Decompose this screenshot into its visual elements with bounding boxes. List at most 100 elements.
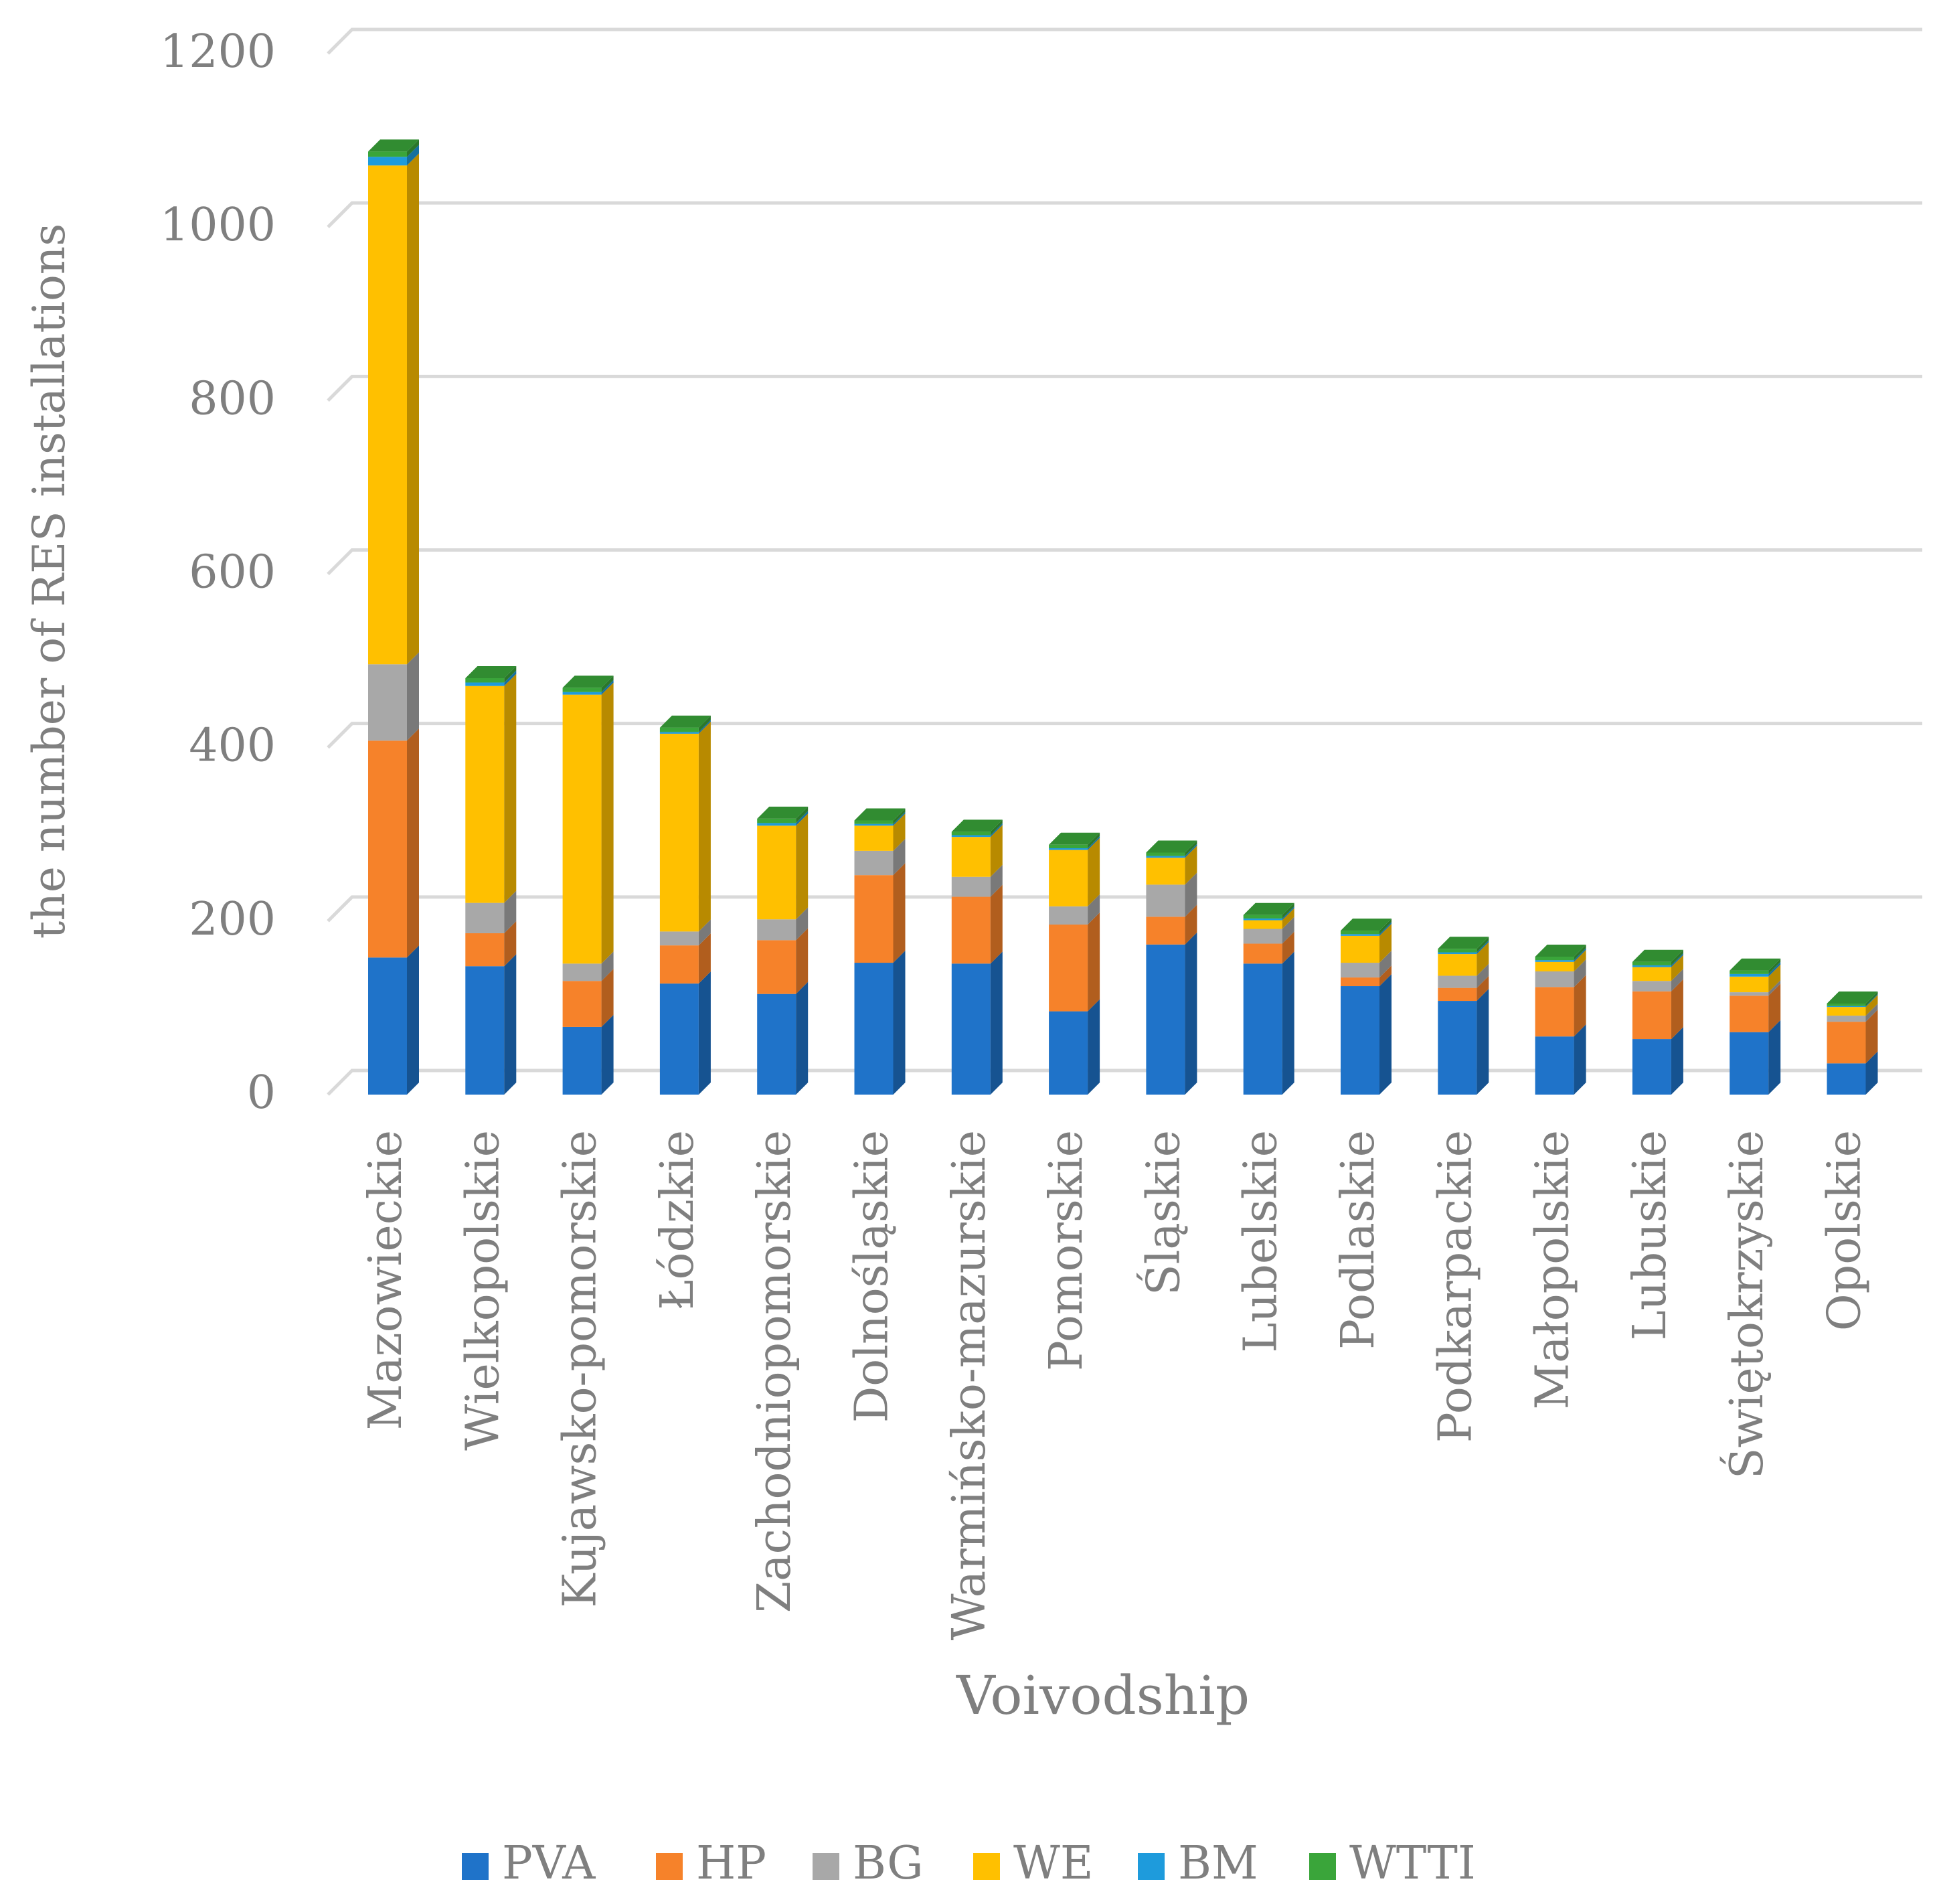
bar-segment-bg <box>1049 906 1088 925</box>
bar-side-hp <box>893 863 906 963</box>
bar-stack <box>368 139 419 1095</box>
bar-segment-bm <box>1243 918 1282 921</box>
x-axis-label: Voivodship <box>956 1664 1250 1727</box>
legend-item: BG <box>813 1837 924 1890</box>
bar-segment-bm <box>368 157 407 166</box>
bar-segment-hp <box>1535 987 1574 1037</box>
bar-segment-bm <box>562 692 602 695</box>
bar-side-hp <box>990 884 1003 964</box>
bar-side-bm <box>1088 836 1100 850</box>
bar-side-hp <box>1574 975 1586 1037</box>
bar-side-hp <box>698 933 711 984</box>
bar-side-bg <box>698 919 711 946</box>
bar-segment-bg <box>1243 929 1282 944</box>
bar-side-bg <box>1477 963 1489 988</box>
bar-top <box>951 819 1003 832</box>
bar-side-wtti <box>1768 958 1781 974</box>
bar-segment-we <box>659 733 699 932</box>
bar-side-wtti <box>504 666 517 683</box>
bar-side-hp <box>1768 983 1781 1032</box>
bar-side-hp <box>504 921 517 967</box>
bar-segment-pva <box>1438 1001 1477 1095</box>
bar-side-hp <box>796 928 809 994</box>
bar-side-bm <box>1768 961 1781 977</box>
bar-side-we <box>1282 908 1294 929</box>
bar-side-pva <box>893 951 906 1095</box>
bar-side-bm <box>796 811 809 826</box>
bar-segment-we <box>1049 850 1088 906</box>
y-tick-label: 1000 <box>160 199 276 252</box>
bar-segment-pva <box>1632 1039 1671 1095</box>
bar-side-we <box>1865 995 1878 1016</box>
bar-stack <box>1438 937 1489 1095</box>
bar-segment-wtti <box>368 151 407 157</box>
bar-segment-bm <box>1049 848 1088 850</box>
bar-segment-wtti <box>1730 970 1769 974</box>
bar-side-we <box>1379 923 1392 963</box>
bar-segment-wtti <box>465 678 505 683</box>
bar-side-bg <box>504 890 517 933</box>
bar-side-bm <box>990 823 1003 838</box>
bar-segment-hp <box>465 933 505 967</box>
bar-segment-we <box>1730 976 1769 993</box>
bar-side-we <box>1671 955 1683 981</box>
bar-segment-hp <box>1730 996 1769 1032</box>
bar-stack <box>1243 902 1294 1095</box>
bar-segment-wtti <box>659 727 699 732</box>
bar-side-bg <box>1865 1004 1878 1022</box>
x-tick-label: Podkarpackie <box>1429 1130 1482 1443</box>
bar-side-we <box>504 673 517 903</box>
y-axis-label: the number of RES installations <box>23 224 75 939</box>
bar-side-pva <box>990 951 1003 1095</box>
bar-segment-we <box>1535 961 1574 971</box>
gridline <box>327 722 1922 749</box>
bar-segment-bm <box>659 732 699 734</box>
bar-side-bm <box>893 811 906 826</box>
bar-segment-bm <box>951 835 991 838</box>
x-tick-label: Mazowieckie <box>359 1130 412 1430</box>
bar-segment-bm <box>1438 952 1477 955</box>
bar-segment-wtti <box>1438 949 1477 953</box>
bar-side-we <box>601 682 614 964</box>
bar-side-pva <box>1477 989 1489 1095</box>
bar-side-bg <box>1671 969 1683 991</box>
legend-label: BM <box>1178 1837 1258 1890</box>
bar-segment-bg <box>1827 1016 1866 1022</box>
bar-segment-bg <box>1341 963 1379 978</box>
bar-stack <box>951 819 1003 1095</box>
bar-segment-we <box>1632 967 1671 981</box>
bar-segment-hp <box>951 896 991 964</box>
bar-side-bg <box>1379 951 1392 978</box>
bar-segment-we <box>1146 858 1185 885</box>
bar-side-pva <box>698 971 711 1095</box>
bar-stack <box>1827 991 1878 1095</box>
bar-side-pva <box>1088 999 1100 1095</box>
bar-side-we <box>1088 838 1100 906</box>
bar-segment-bg <box>951 876 991 897</box>
bar-segment-pva <box>1341 986 1379 1095</box>
legend-label: WTTI <box>1349 1837 1476 1890</box>
bar-segment-we <box>465 686 505 903</box>
bar-side-hp <box>1088 913 1100 1012</box>
bar-side-we <box>1574 949 1586 971</box>
bar-stack <box>1049 832 1100 1095</box>
bar-side-bg <box>1574 959 1586 987</box>
bar-segment-bm <box>1535 960 1574 962</box>
bar-side-hp <box>601 969 614 1027</box>
bar-side-bg <box>1185 872 1197 917</box>
bar-top <box>1632 949 1683 962</box>
legend-item: PVA <box>462 1837 596 1890</box>
bar-side-pva <box>1379 974 1392 1095</box>
bar-top <box>1341 919 1392 931</box>
bar-segment-wtti <box>562 688 602 692</box>
legend-label: WE <box>1013 1837 1094 1890</box>
y-tick-label: 600 <box>189 546 276 599</box>
bar-side-we <box>893 813 906 851</box>
bar-segment-hp <box>1827 1022 1866 1064</box>
bar-segment-pva <box>854 963 894 1095</box>
x-tick-label: Wielkopolskie <box>456 1130 509 1451</box>
bar-segment-pva <box>465 966 505 1095</box>
bar-stack <box>659 715 711 1095</box>
